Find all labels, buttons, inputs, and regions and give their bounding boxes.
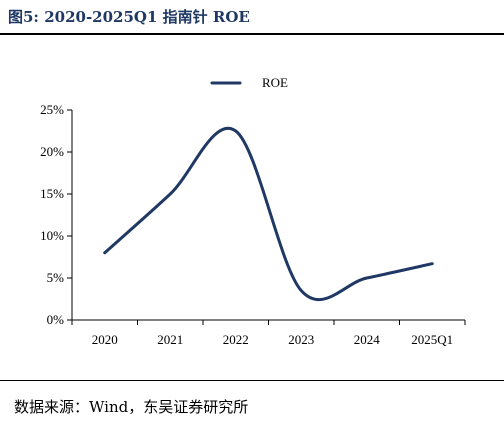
x-tick-label: 2023: [288, 332, 314, 347]
legend-label: ROE: [262, 75, 288, 90]
x-tick-label: 2024: [354, 332, 381, 347]
top-rule: [0, 33, 504, 35]
y-tick-label: 25%: [40, 102, 64, 117]
plot-area: [103, 126, 434, 302]
x-tick-label: 2021: [157, 332, 183, 347]
y-tick-label: 0%: [47, 312, 65, 327]
bottom-rule: [0, 380, 504, 381]
x-tick-label: 2025Q1: [411, 332, 453, 347]
chart-legend: ROE: [210, 75, 288, 90]
y-tick-label: 15%: [40, 186, 64, 201]
x-tick-label: 2020: [92, 332, 118, 347]
y-axis: 0% 5% 10% 15% 20% 25%: [40, 102, 73, 327]
roe-line-chart: ROE 0%5%10%15%20%25% 2020 2021 2022 2023 202…: [40, 75, 466, 347]
x-tick-label: 2022: [223, 332, 249, 347]
x-axis: 2020 2021 2022 2023 2024 2025Q1: [71, 319, 466, 347]
y-tick-label: 5%: [47, 270, 65, 285]
y-tick-label: 10%: [40, 228, 64, 243]
figure-title: 图5: 2020-2025Q1 指南针 ROE: [8, 8, 250, 26]
series-line-roe: [103, 126, 434, 302]
y-tick-label: 20%: [40, 144, 64, 159]
source-note: 数据来源：Wind，东吴证券研究所: [14, 398, 249, 416]
